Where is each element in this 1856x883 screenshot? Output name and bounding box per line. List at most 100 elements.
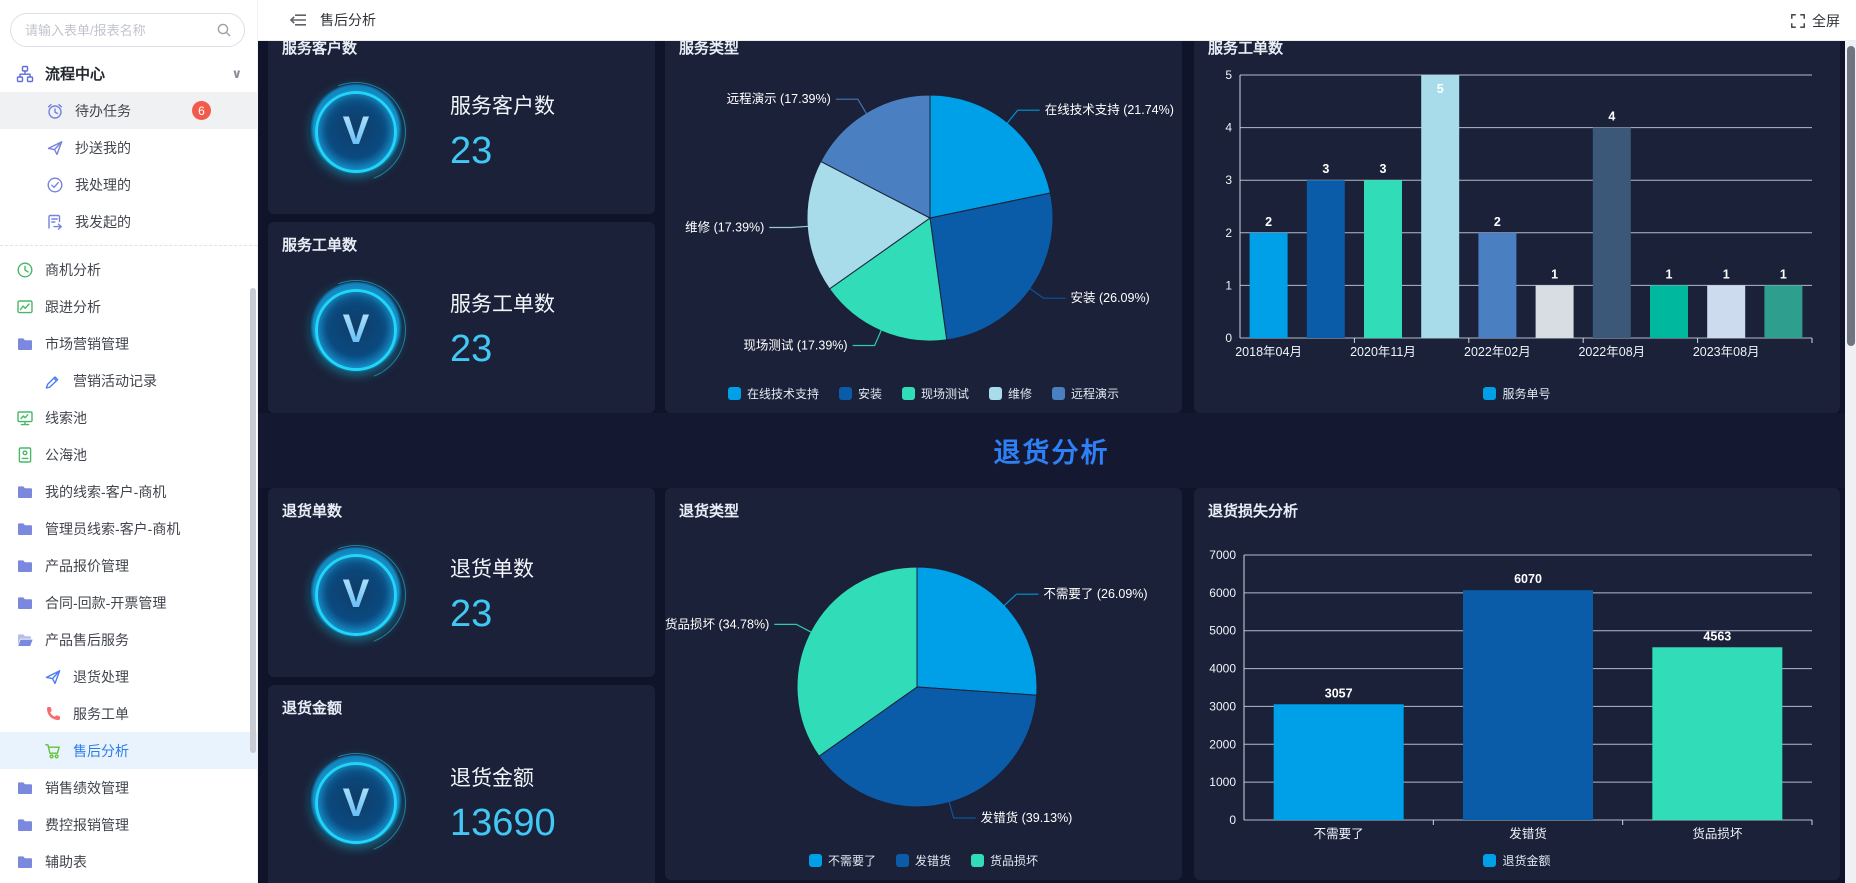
fullscreen-icon: [1791, 13, 1805, 28]
sidebar-item-4[interactable]: 我发起的: [0, 203, 257, 240]
kpi-card-return-amount: 退货金额 V 退货金额 13690: [268, 685, 655, 883]
sidebar-item-19[interactable]: 销售绩效管理: [0, 769, 257, 806]
collapse-sidebar-icon[interactable]: [288, 12, 308, 28]
legend-swatch: [1052, 387, 1066, 400]
legend-item[interactable]: 远程演示: [1052, 385, 1119, 402]
svg-text:5: 5: [1437, 82, 1444, 96]
folder-icon: [16, 853, 34, 871]
sidebar-item-9[interactable]: 线索池: [0, 399, 257, 436]
svg-text:1: 1: [1666, 267, 1673, 281]
sidebar-item-3[interactable]: 我处理的: [0, 166, 257, 203]
sidebar-item-18[interactable]: 售后分析: [0, 732, 257, 769]
sidebar-item-label: 跟进分析: [45, 298, 101, 315]
sidebar-item-14[interactable]: 合同-回款-开票管理: [0, 584, 257, 621]
sidebar-item-12[interactable]: 管理员线索-客户-商机: [0, 510, 257, 547]
sidebar-item-7[interactable]: 市场营销管理: [0, 325, 257, 362]
legend-item[interactable]: 在线技术支持: [727, 385, 819, 402]
svg-text:2018年04月: 2018年04月: [1235, 345, 1302, 359]
chart-title: 服务工单数: [1208, 41, 1284, 57]
sidebar-item-label: 公海池: [45, 446, 87, 463]
svg-text:4563: 4563: [1703, 629, 1731, 643]
kpi-label: 退货单数: [450, 558, 534, 581]
legend-label: 现场测试: [920, 387, 969, 401]
section-title: 退货分析: [993, 438, 1110, 468]
sidebar-item-label: 线索池: [45, 409, 87, 426]
service-type-pie[interactable]: 在线技术支持 (21.74%) 安装 (26.09%) 现场测试 (17.39%) 维…: [665, 41, 1182, 413]
svg-text:不需要了 (26.09%): 不需要了 (26.09%): [1043, 587, 1147, 601]
sidebar-item-0[interactable]: 流程中心 ∨: [0, 55, 257, 92]
monthly-work-orders-bar[interactable]: 0 1 2 3 4 5 2 2018年04月 3 3 2020年11月 5 2 2022年02月 1 4 202…: [1194, 41, 1840, 413]
chevron-down-icon[interactable]: ∨: [231, 65, 242, 81]
sidebar-item-label: 费控报销管理: [45, 816, 129, 833]
sidebar-item-label: 我处理的: [75, 176, 131, 193]
legend-item[interactable]: 服务单号: [1483, 385, 1551, 402]
legend-item[interactable]: 安装: [838, 385, 882, 402]
svg-text:4000: 4000: [1209, 662, 1236, 676]
page-scrollbar[interactable]: [1845, 41, 1856, 883]
sidebar-item-label: 待办任务: [75, 102, 131, 119]
legend-item[interactable]: 货品损坏: [971, 852, 1038, 869]
sidebar-item-16[interactable]: 退货处理: [0, 658, 257, 695]
card-title: 退货单数: [282, 503, 343, 520]
sidebar-item-label: 流程中心: [45, 66, 106, 83]
chart-title: 退货类型: [679, 503, 740, 520]
sidebar-item-15[interactable]: 产品售后服务: [0, 621, 257, 658]
legend-item[interactable]: 退货金额: [1483, 852, 1551, 869]
sidebar: 流程中心 ∨ 待办任务 6 抄送我的我处理的我发起的商机分析跟进分析市场营销管理营销活动…: [0, 0, 258, 883]
fullscreen-button[interactable]: 全屏: [1790, 0, 1840, 41]
legend-item[interactable]: 不需要了: [808, 852, 876, 869]
sidebar-item-6[interactable]: 跟进分析: [0, 288, 257, 325]
line-chart-icon: [16, 298, 34, 316]
svg-text:3057: 3057: [1325, 686, 1353, 700]
clock-icon: [16, 261, 34, 279]
chart-card-monthly-work-orders: 服务工单数 0 1 2 3 4 5 2 2018年04月 3 3 2020年11月 5 2 2022年02…: [1194, 41, 1840, 413]
kpi-card-service-customers: 服务客户数 V 服务客户数 23: [268, 41, 655, 214]
sidebar-item-label: 我的线索-客户-商机: [45, 483, 167, 500]
svg-text:5: 5: [1225, 68, 1232, 82]
page-scrollbar-thumb[interactable]: [1846, 46, 1855, 346]
legend-item[interactable]: 发错货: [895, 852, 951, 869]
search-input[interactable]: [10, 13, 245, 47]
sidebar-scrollbar-thumb[interactable]: [250, 288, 256, 753]
return-loss-bar[interactable]: 0 1000 2000 3000 4000 5000 6000 7000 3057 不需要了 607…: [1194, 488, 1840, 880]
svg-text:6070: 6070: [1514, 572, 1542, 586]
sidebar-item-11[interactable]: 我的线索-客户-商机: [0, 473, 257, 510]
chart-card-service-type: 服务类型 在线技术支持 (21.74%) 安装 (26.09%) 现场测试 (17.…: [665, 41, 1182, 413]
sidebar-item-10[interactable]: 公海池: [0, 436, 257, 473]
sidebar-item-label: 退货处理: [73, 668, 129, 685]
sidebar-item-5[interactable]: 商机分析: [0, 251, 257, 288]
svg-text:在线技术支持 (21.74%): 在线技术支持 (21.74%): [1045, 102, 1174, 117]
return-type-pie[interactable]: 不需要了 (26.09%) 发错货 (39.13%) 货品损坏 (34.78%): [665, 488, 1182, 880]
legend-item[interactable]: 现场测试: [901, 385, 969, 402]
search-icon[interactable]: [216, 22, 232, 38]
sidebar-item-2[interactable]: 抄送我的: [0, 129, 257, 166]
folder-icon: [16, 335, 34, 353]
pen-icon: [44, 372, 62, 390]
legend-swatch: [808, 854, 822, 867]
kpi-card-service-orders: 服务工单数 V 服务工单数 23: [268, 222, 655, 413]
svg-text:1: 1: [1723, 267, 1730, 281]
dashboard: 服务客户数 V 服务客户数 23 服务工单数 V 服务工单数 23 服务类型 在…: [258, 41, 1845, 883]
sidebar-item-21[interactable]: 辅助表: [0, 843, 257, 880]
svg-text:2: 2: [1265, 215, 1272, 229]
legend-item[interactable]: 维修: [989, 385, 1032, 402]
sidebar-item-13[interactable]: 产品报价管理: [0, 547, 257, 584]
legend-swatch: [989, 387, 1002, 400]
sidebar-item-label: 营销活动记录: [73, 372, 157, 389]
svg-text:货品损坏 (34.78%): 货品损坏 (34.78%): [665, 616, 769, 631]
sidebar-item-1[interactable]: 待办任务 6: [0, 92, 257, 129]
svg-text:2022年08月: 2022年08月: [1578, 345, 1645, 359]
svg-text:维修 (17.39%): 维修 (17.39%): [685, 219, 764, 234]
alarm-clock-icon: [46, 102, 64, 120]
sidebar-item-8[interactable]: 营销活动记录: [0, 362, 257, 399]
svg-text:3: 3: [1322, 162, 1329, 176]
svg-text:2023年08月: 2023年08月: [1693, 345, 1760, 359]
todo-count-badge: 6: [192, 101, 211, 120]
legend-label: 服务单号: [1502, 387, 1551, 401]
sidebar-item-label: 商机分析: [45, 261, 101, 278]
section-band: 退货分析: [258, 413, 1845, 488]
sidebar-item-label: 市场营销管理: [45, 335, 129, 352]
sidebar-item-17[interactable]: 服务工单: [0, 695, 257, 732]
sidebar-item-20[interactable]: 费控报销管理: [0, 806, 257, 843]
